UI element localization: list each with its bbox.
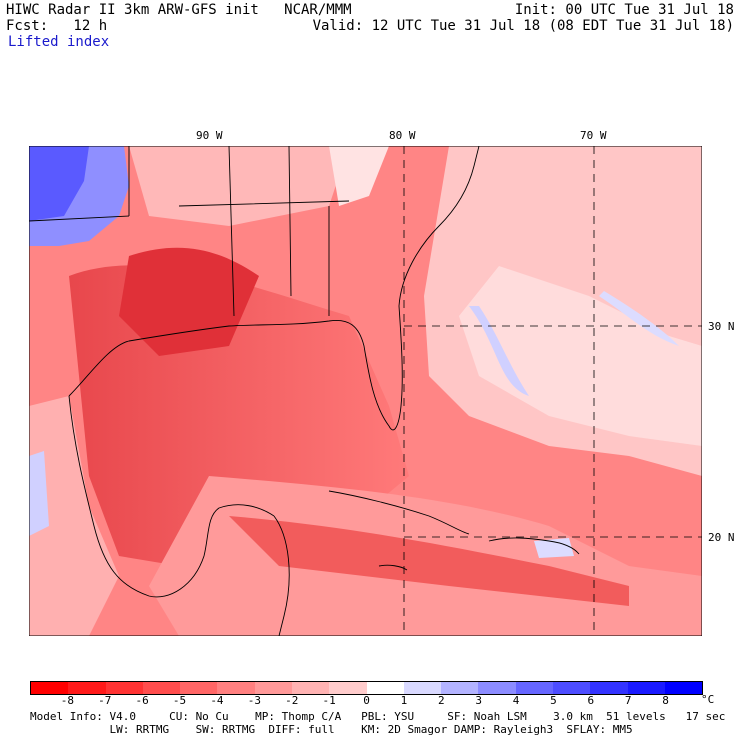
colorbar-tick-label: 4 [512, 694, 520, 707]
colorbar-tick-label: -4 [210, 694, 224, 707]
colorbar-swatch [105, 682, 143, 694]
lat-label-30n: 30 N [708, 320, 735, 333]
hispaniola-stable-patch [534, 538, 574, 558]
colorbar-swatch [664, 682, 703, 694]
colorbar-swatch [180, 682, 218, 694]
plains-stable-core [29, 146, 89, 221]
colorbar-swatch [403, 682, 442, 694]
colorbar-tick-label: 7 [624, 694, 632, 707]
atlantic-positive-streak-2 [599, 291, 679, 346]
header-init-time: Init: 00 UTC Tue 31 Jul 18 [514, 2, 734, 18]
colorbar-swatch [627, 682, 665, 694]
colorbar-swatch [478, 682, 516, 694]
colorbar-swatch [552, 682, 591, 694]
colorbar-swatch [441, 682, 479, 694]
colorbar-swatch [254, 682, 292, 694]
colorbar-tick-label: -6 [135, 694, 149, 707]
coastlines [29, 146, 580, 636]
appalachian-stable-patch [329, 146, 389, 206]
colorbar-tick-label: -3 [247, 694, 261, 707]
colorbar-swatch [515, 682, 553, 694]
colorbar-tick-label: 2 [437, 694, 445, 707]
lifted-index-map [29, 146, 702, 636]
lon-label-90w: 90 W [196, 129, 223, 142]
colorbar-swatch [291, 682, 330, 694]
colorbar-swatch [366, 682, 404, 694]
header-model-title: HIWC Radar II 3km ARW-GFS init NCAR/MMM [6, 2, 352, 18]
colorbar-tick-label: -5 [172, 694, 187, 707]
atlantic-positive-streak [469, 306, 529, 396]
colorbar-unit: °C [701, 693, 715, 706]
header-field-name: Lifted index [8, 34, 110, 50]
hispaniola-outline [488, 537, 580, 555]
louisiana-strong-core [119, 247, 259, 356]
colorbar-tick-label: -2 [285, 694, 299, 707]
atlantic-stable-core [459, 266, 702, 446]
colorbar-swatch [590, 682, 628, 694]
latlon-grid [403, 146, 702, 636]
header-valid-time: Valid: 12 UTC Tue 31 Jul 18 (08 EDT Tue … [312, 18, 734, 34]
colorbar-tick-label: 6 [587, 694, 595, 707]
jamaica-outline [378, 564, 408, 571]
colorbar-tick-label: 3 [475, 694, 482, 707]
footer-model-info-line2: LW: RRTMG SW: RRTMG DIFF: full KM: 2D Sm… [30, 723, 633, 736]
colorbar-swatch [68, 682, 106, 694]
state-borders [29, 146, 350, 317]
footer-model-info-line1: Model Info: V4.0 CU: No Cu MP: Thomp C/A… [30, 710, 726, 723]
lon-label-80w: 80 W [389, 129, 416, 142]
colorbar [30, 681, 703, 695]
colorbar-tick-label: 5 [550, 694, 557, 707]
colorbar-tick-label: -8 [60, 694, 74, 707]
colorbar-swatch [31, 682, 69, 694]
us-gulf-atlantic-coastline [68, 146, 480, 431]
pacific-stable-patch [29, 451, 49, 536]
colorbar-tick-label: 1 [400, 694, 408, 707]
central-america-coastline [273, 515, 290, 636]
colorbar-ticks: -8 -7 -6 -5 -4 -3 -2 -1 0 1 2 3 4 5 6 7 8 °C [30, 693, 720, 708]
caribbean-unstable-band [229, 516, 629, 606]
colorbar-tick-label: -7 [98, 694, 112, 707]
colorbar-tick-label: 8 [662, 694, 669, 707]
colorbar-tick-label: 0 [363, 694, 370, 707]
lat-label-20n: 20 N [708, 531, 735, 544]
mexico-region [29, 396, 119, 636]
colorbar-swatch [142, 682, 181, 694]
header-forecast-hour: Fcst: 12 h [6, 18, 108, 34]
cuba-outline [328, 490, 470, 535]
colorbar-swatch [329, 682, 367, 694]
colorbar-tick-label: -1 [322, 694, 336, 707]
colorbar-swatch [217, 682, 255, 694]
lon-label-70w: 70 W [580, 129, 607, 142]
mexico-coastline [68, 395, 275, 598]
